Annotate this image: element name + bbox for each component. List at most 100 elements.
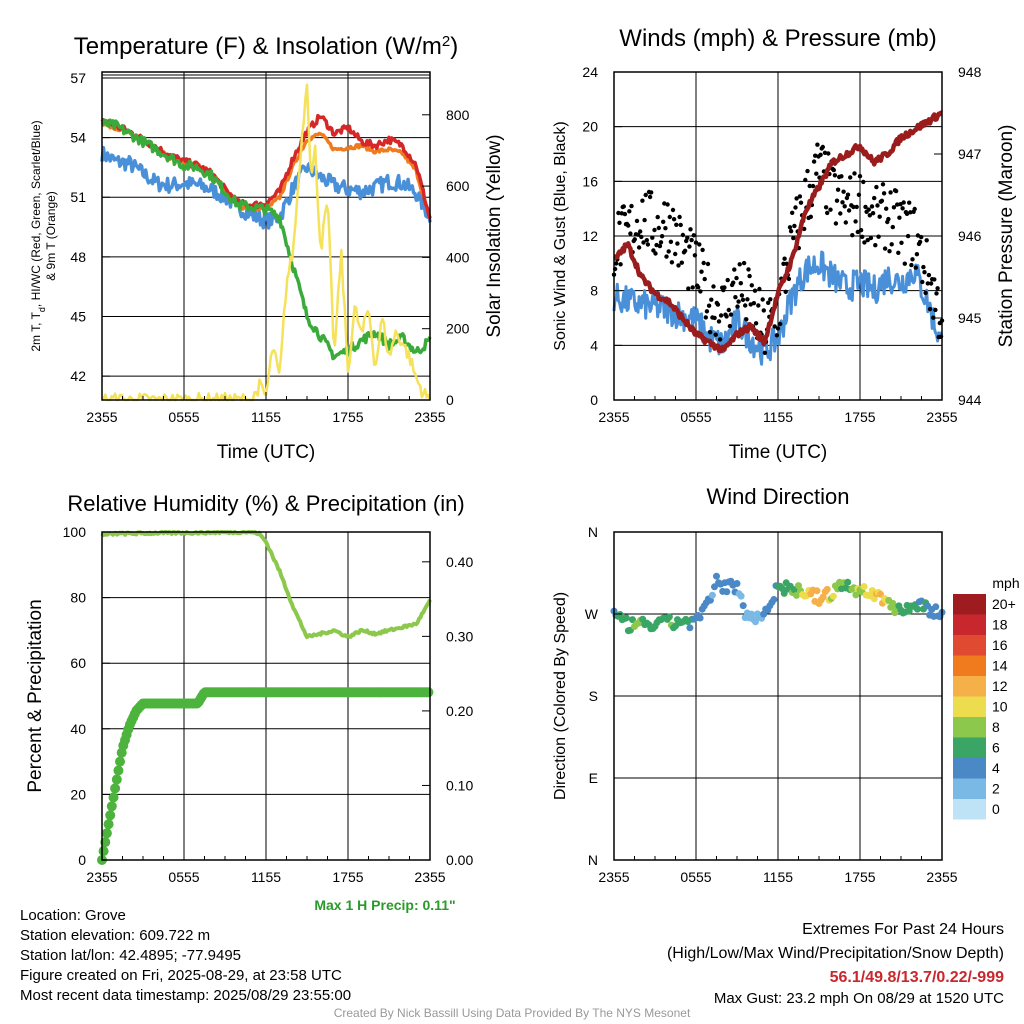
gust-point xyxy=(934,291,939,296)
gust-point xyxy=(932,277,937,282)
wdir-point xyxy=(819,593,827,601)
gust-point xyxy=(740,297,746,302)
gust-point xyxy=(689,237,694,243)
temp-y2-tick-label: 200 xyxy=(446,321,470,337)
rh-y-tick-label: 20 xyxy=(70,786,86,802)
gust-point xyxy=(832,173,838,178)
gust-point xyxy=(655,214,660,220)
gust-point xyxy=(772,324,777,329)
temp-series-blue xyxy=(100,145,432,230)
gust-point xyxy=(717,337,723,342)
legend-swatch xyxy=(953,696,986,717)
wind-panel: Winds (mph) & Pressure (mb) 04812162024 … xyxy=(552,25,1017,463)
legend-label: 10 xyxy=(992,699,1008,715)
temp-x-tick-label: 2355 xyxy=(414,409,445,425)
gust-point xyxy=(811,159,817,164)
temp-x-tick-label: 1755 xyxy=(332,409,363,425)
gust-point xyxy=(897,215,902,220)
wdir-x-tick-label: 2355 xyxy=(926,869,957,885)
gust-point xyxy=(866,207,871,212)
gust-point xyxy=(900,206,905,211)
gust-point xyxy=(665,202,670,207)
gust-point xyxy=(845,192,851,197)
wind-y-tick-label: 4 xyxy=(590,337,598,353)
station-info: Location: Grove Station elevation: 609.7… xyxy=(20,906,351,1006)
wdir-point xyxy=(823,585,831,593)
gust-point xyxy=(880,182,886,187)
legend-swatch xyxy=(953,717,986,738)
gust-point xyxy=(822,150,828,155)
gust-point xyxy=(867,213,872,218)
gust-point xyxy=(747,273,752,279)
wind-x-tick-label: 2355 xyxy=(598,409,629,425)
gust-point xyxy=(693,240,699,245)
gust-point xyxy=(724,314,729,319)
gust-point xyxy=(855,229,860,235)
gust-point xyxy=(873,243,878,248)
gust-point xyxy=(645,242,651,247)
wind-title: Winds (mph) & Pressure (mb) xyxy=(619,25,936,52)
gust-point xyxy=(738,281,743,286)
wdir-point xyxy=(795,582,802,590)
info-location: Location: Grove xyxy=(20,907,126,924)
gust-point xyxy=(874,184,879,190)
temp-y2-tick-label: 400 xyxy=(446,249,470,265)
gust-point xyxy=(715,302,721,307)
wdir-point xyxy=(739,602,747,610)
rh-title: Relative Humidity (%) & Precipitation (i… xyxy=(67,491,464,516)
temp-y2-tick-label: 0 xyxy=(446,392,454,408)
gust-point xyxy=(703,315,708,320)
rh-y2-tick-label: 0.00 xyxy=(446,852,473,868)
gust-point xyxy=(673,251,678,257)
gust-point xyxy=(823,205,829,210)
gust-point xyxy=(802,226,807,232)
wdir-point xyxy=(747,610,755,618)
gust-point xyxy=(781,261,786,266)
info-recent: Most recent data timestamp: 2025/08/29 2… xyxy=(20,987,352,1004)
gust-point xyxy=(842,204,847,209)
gust-point xyxy=(792,223,797,229)
gust-point xyxy=(635,232,641,237)
gust-point xyxy=(674,222,679,227)
gust-point xyxy=(834,198,840,203)
wdir-point xyxy=(752,618,759,626)
rh-x-tick-label: 1155 xyxy=(251,869,281,885)
wdir-point xyxy=(932,603,940,611)
gust-point xyxy=(807,183,812,189)
gust-point xyxy=(739,293,745,298)
precip-point xyxy=(108,792,119,803)
gust-point xyxy=(818,152,823,157)
gust-point xyxy=(899,240,904,245)
gust-point xyxy=(921,264,926,270)
temp-ylabel-line1: 2m T, Td, HI/WC (Red, Green, Scarlet/Blu… xyxy=(29,120,47,351)
gust-point xyxy=(745,297,750,302)
gust-point xyxy=(872,195,877,201)
temp-xlabel: Time (UTC) xyxy=(217,442,316,463)
gust-point xyxy=(805,168,810,174)
gust-point xyxy=(766,300,771,305)
gust-point xyxy=(757,286,762,292)
temp-x-tick-label: 2355 xyxy=(86,409,117,425)
gust-point xyxy=(868,235,874,241)
gust-point xyxy=(680,232,686,238)
gust-point xyxy=(820,144,825,150)
wind-series-maroon xyxy=(612,110,944,354)
wind-y-tick-label: 24 xyxy=(582,64,598,80)
rh-y-tick-label: 80 xyxy=(70,590,86,606)
gust-point xyxy=(808,214,813,219)
legend-label: 16 xyxy=(992,637,1008,653)
rh-y2-tick-label: 0.20 xyxy=(446,703,473,719)
rh-ylabel: Percent & Precipitation xyxy=(25,599,46,792)
precip-point xyxy=(100,837,111,848)
gust-point xyxy=(863,204,868,210)
wdir-point xyxy=(852,591,860,599)
gust-point xyxy=(628,231,633,236)
gust-point xyxy=(616,210,621,216)
gust-point xyxy=(810,183,816,189)
gust-point xyxy=(679,260,684,265)
gust-point xyxy=(668,239,674,244)
wdir-point xyxy=(686,624,694,632)
gust-point xyxy=(675,241,680,246)
temp-x-tick-label: 0555 xyxy=(168,409,199,425)
